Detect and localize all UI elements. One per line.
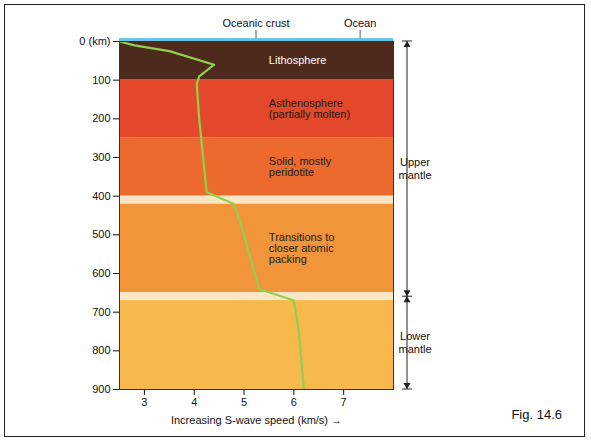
svg-text:Solid, mostlyperidotite: Solid, mostlyperidotite [269,155,332,178]
svg-text:7: 7 [341,396,347,408]
svg-text:700: 700 [92,306,110,318]
svg-text:4: 4 [191,396,197,408]
svg-text:500: 500 [92,228,110,240]
svg-text:0 (km): 0 (km) [79,35,110,47]
svg-text:600: 600 [92,267,110,279]
html-text:Fig. 14.6: Fig. 14.6 [511,407,562,422]
svg-text:Lithosphere: Lithosphere [269,54,327,66]
svg-text:800: 800 [92,344,110,356]
svg-text:Increasing S-wave speed (km/s): Increasing S-wave speed (km/s) → [171,414,342,426]
svg-text:6: 6 [291,396,297,408]
svg-text:Ocean: Ocean [344,17,376,29]
svg-text:100: 100 [92,74,110,86]
svg-text:Asthenosphere(partially molten: Asthenosphere(partially molten) [269,97,350,120]
svg-text:400: 400 [92,190,110,202]
svg-text:Transitions tocloser atomicpac: Transitions tocloser atomicpacking [269,231,335,265]
svg-text:Lowermantle: Lowermantle [398,330,431,355]
svg-text:Oceanic crust: Oceanic crust [222,17,289,29]
svg-text:Uppermantle: Uppermantle [398,156,431,181]
svg-text:900: 900 [92,383,110,395]
svg-text:3: 3 [141,396,147,408]
svg-text:200: 200 [92,112,110,124]
svg-text:5: 5 [241,396,247,408]
svg-text:300: 300 [92,151,110,163]
